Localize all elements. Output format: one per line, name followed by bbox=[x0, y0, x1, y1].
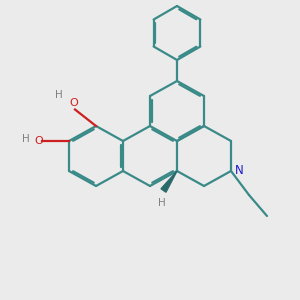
Text: H: H bbox=[55, 90, 62, 100]
Text: N: N bbox=[235, 164, 243, 178]
Text: O: O bbox=[69, 98, 78, 108]
Text: H: H bbox=[158, 198, 166, 208]
Text: H: H bbox=[22, 134, 29, 144]
Polygon shape bbox=[161, 171, 177, 192]
Text: O: O bbox=[35, 136, 44, 146]
